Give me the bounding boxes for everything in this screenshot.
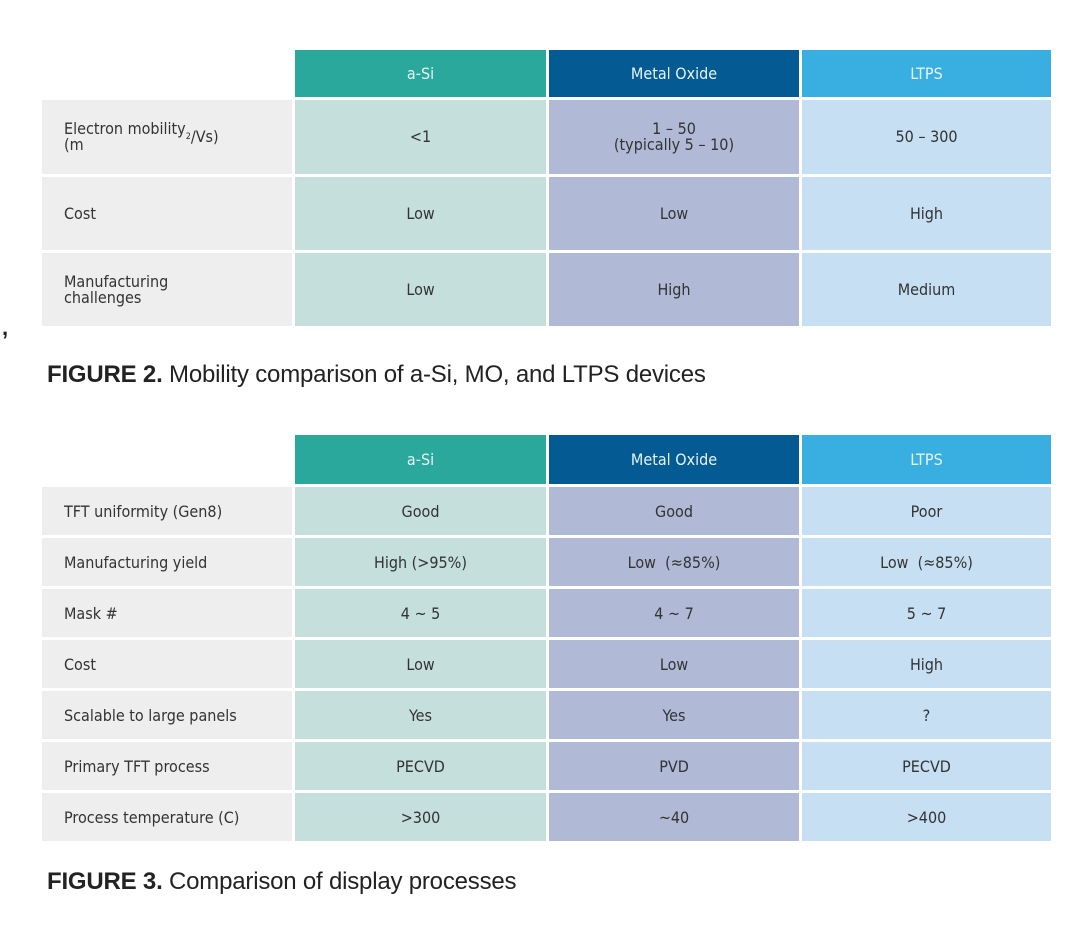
- cell-a-si: Low: [295, 640, 546, 688]
- header-blank-cell: [42, 435, 292, 484]
- header-metal-oxide: Metal Oxide: [549, 435, 799, 484]
- row-label: Cost: [42, 640, 292, 688]
- row-label: Manufacturing yield: [42, 538, 292, 586]
- cell-ltps: PECVD: [802, 742, 1051, 790]
- table-row: Mask # 4 ~ 5 4 ~ 7 5 ~ 7: [42, 589, 1051, 637]
- cell-metal-oxide: 1 – 50 (typically 5 – 10): [549, 100, 799, 174]
- row-label: Electron mobility (m 2/Vs): [42, 100, 292, 174]
- row-label: Manufacturing challenges: [42, 253, 292, 326]
- cell-a-si: >300: [295, 793, 546, 841]
- figure3-caption: FIGURE 3. Comparison of display processe…: [47, 868, 517, 896]
- cell-ltps: Medium: [802, 253, 1051, 326]
- header-ltps: LTPS: [802, 435, 1051, 484]
- figure2-caption-text: Mobility comparison of a-Si, MO, and LTP…: [169, 361, 706, 388]
- cell-metal-oxide: High: [549, 253, 799, 326]
- table-row: Process temperature (C) >300 ~40 >400: [42, 793, 1051, 841]
- table-row: Cost Low Low High: [42, 177, 1051, 250]
- cell-ltps: High: [802, 640, 1051, 688]
- row-label: Mask #: [42, 589, 292, 637]
- row-label: TFT uniformity (Gen8): [42, 487, 292, 535]
- figure2-caption: FIGURE 2. Mobility comparison of a-Si, M…: [47, 361, 706, 389]
- table-row: TFT uniformity (Gen8) Good Good Poor: [42, 487, 1051, 535]
- cell-metal-oxide: 4 ~ 7: [549, 589, 799, 637]
- row-label: Primary TFT process: [42, 742, 292, 790]
- header-blank-cell: [42, 50, 292, 97]
- header-ltps: LTPS: [802, 50, 1051, 97]
- cell-a-si: PECVD: [295, 742, 546, 790]
- row-label: Process temperature (C): [42, 793, 292, 841]
- figure2-header-row: a-Si Metal Oxide LTPS: [42, 50, 1051, 97]
- cell-ltps: Low (≈85%): [802, 538, 1051, 586]
- cell-a-si: High (>95%): [295, 538, 546, 586]
- cell-metal-oxide: Good: [549, 487, 799, 535]
- cell-metal-oxide: ~40: [549, 793, 799, 841]
- figure2-caption-label: FIGURE 2.: [47, 361, 163, 388]
- cell-ltps: 5 ~ 7: [802, 589, 1051, 637]
- cell-ltps: 50 – 300: [802, 100, 1051, 174]
- cell-a-si: Low: [295, 253, 546, 326]
- table-row: Primary TFT process PECVD PVD PECVD: [42, 742, 1051, 790]
- cell-a-si: Good: [295, 487, 546, 535]
- cell-a-si: <1: [295, 100, 546, 174]
- table-row: Electron mobility (m 2/Vs) <1 1 – 50 (typ…: [42, 100, 1051, 174]
- row-label: Cost: [42, 177, 292, 250]
- cell-ltps: High: [802, 177, 1051, 250]
- figure3-table: a-Si Metal Oxide LTPS TFT uniformity (Ge…: [42, 435, 1051, 841]
- header-a-si: a-Si: [295, 50, 546, 97]
- cell-metal-oxide: Low (≈85%): [549, 538, 799, 586]
- figure3-caption-label: FIGURE 3.: [47, 868, 163, 895]
- row-label: Scalable to large panels: [42, 691, 292, 739]
- table-row: Manufacturing challenges Low High Medium: [42, 253, 1051, 326]
- cell-a-si: Yes: [295, 691, 546, 739]
- cell-a-si: Low: [295, 177, 546, 250]
- cell-a-si: 4 ~ 5: [295, 589, 546, 637]
- cell-metal-oxide: Low: [549, 177, 799, 250]
- header-a-si: a-Si: [295, 435, 546, 484]
- cell-metal-oxide: Yes: [549, 691, 799, 739]
- cell-ltps: Poor: [802, 487, 1051, 535]
- table-row: Scalable to large panels Yes Yes ?: [42, 691, 1051, 739]
- cell-metal-oxide: Low: [549, 640, 799, 688]
- stray-comma-mark: ,: [2, 315, 9, 340]
- figure2-table: a-Si Metal Oxide LTPS Electron mobility …: [42, 50, 1051, 326]
- cell-ltps: >400: [802, 793, 1051, 841]
- table-row: Manufacturing yield High (>95%) Low (≈85…: [42, 538, 1051, 586]
- cell-metal-oxide: PVD: [549, 742, 799, 790]
- header-metal-oxide: Metal Oxide: [549, 50, 799, 97]
- figure3-header-row: a-Si Metal Oxide LTPS: [42, 435, 1051, 484]
- cell-ltps: ?: [802, 691, 1051, 739]
- figure3-caption-text: Comparison of display processes: [169, 868, 517, 895]
- table-row: Cost Low Low High: [42, 640, 1051, 688]
